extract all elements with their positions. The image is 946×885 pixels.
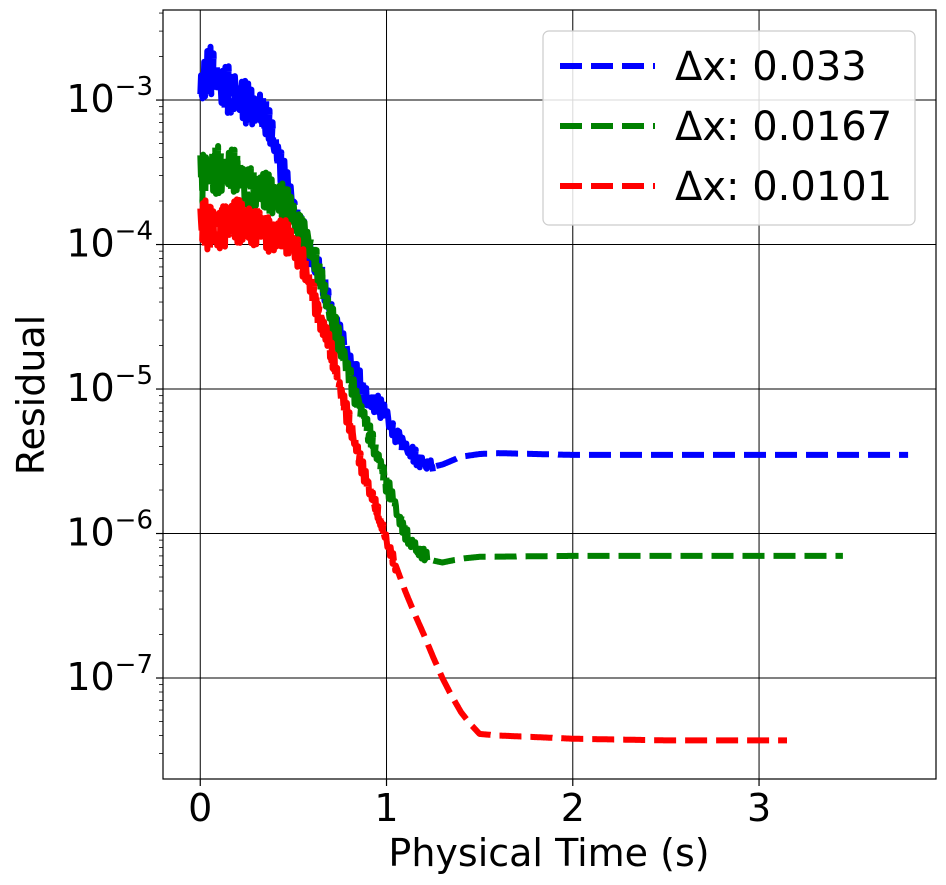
minor-ticks <box>159 12 163 754</box>
x-ticks: 0 1 2 3 <box>188 779 771 830</box>
plot-frame <box>162 9 937 780</box>
x-tick-label: 1 <box>374 786 398 830</box>
legend-label: Δx: 0.0167 <box>675 104 892 150</box>
series-layer <box>197 43 911 744</box>
legend-label: Δx: 0.0101 <box>675 164 892 210</box>
x-tick-label: 2 <box>561 786 585 830</box>
x-tick-label: 3 <box>747 786 771 830</box>
y-tick-label: 10−4 <box>66 217 153 266</box>
y-tick-label: 10−3 <box>66 72 153 121</box>
y-tick-label: 10−6 <box>66 506 153 555</box>
legend-frame <box>542 30 916 226</box>
legend-label: Δx: 0.033 <box>675 44 867 90</box>
x-tick-label: 0 <box>188 786 212 830</box>
x-axis-label: Physical Time (s) <box>388 831 709 875</box>
y-axis-label: Residual <box>9 315 53 475</box>
y-tick-label: 10−7 <box>66 650 153 699</box>
y-tick-label: 10−5 <box>66 361 153 410</box>
series-line <box>197 196 790 744</box>
legend: Δx: 0.033 Δx: 0.0167 Δx: 0.0101 <box>542 30 916 226</box>
y-ticks: 10−7 10−6 10−5 10−4 10−3 <box>66 72 163 699</box>
series-line <box>197 142 846 566</box>
